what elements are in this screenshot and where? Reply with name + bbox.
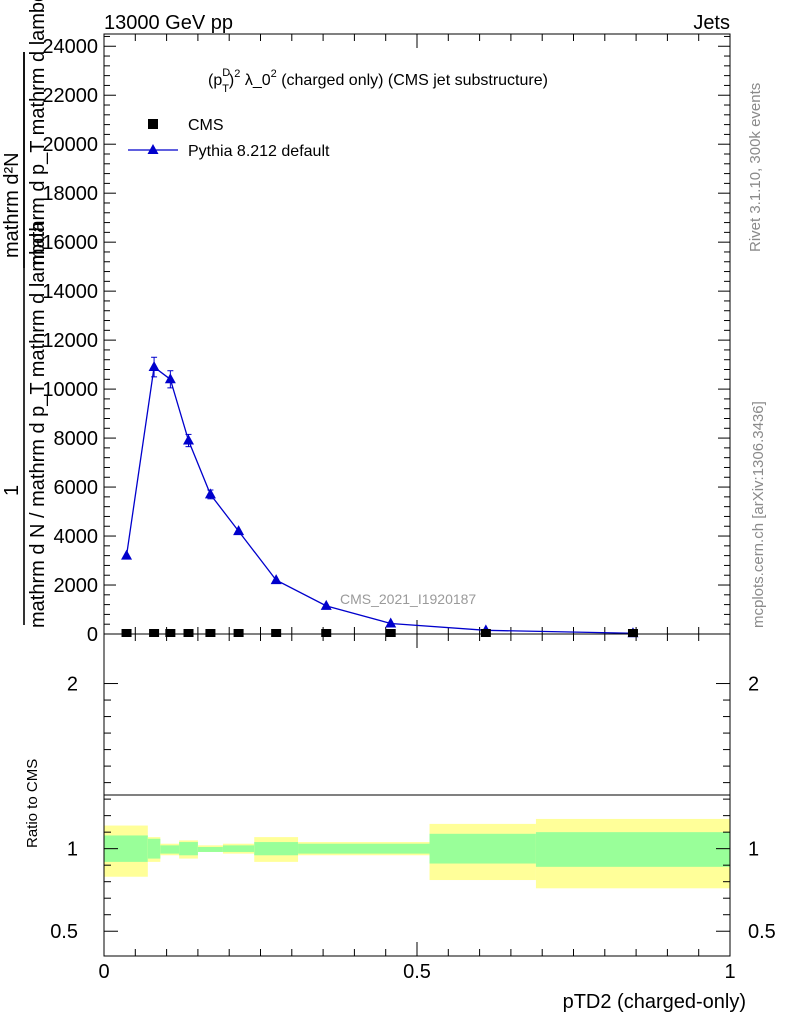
ratio-inner-band <box>535 832 730 867</box>
cms-point <box>480 629 491 637</box>
ratio-inner-band <box>298 843 430 854</box>
title-pre: (p <box>208 72 222 89</box>
ratio-panel: 0.5 0.51 12 2 0 0.5 1 Ratio to CMS pTD2 (char… <box>24 633 776 1013</box>
cms-point <box>627 629 638 637</box>
main-y-tick-label: 4000 <box>54 526 99 548</box>
pythia-point <box>233 525 245 536</box>
ratio-inner-band <box>254 842 299 856</box>
cms-point <box>183 629 194 637</box>
main-y-tick-label: 12000 <box>42 330 98 352</box>
ratio-inner-band <box>179 842 198 856</box>
main-y-tick-label: 2000 <box>54 575 99 597</box>
cms-point <box>149 629 160 637</box>
cms-point <box>233 629 244 637</box>
cms-series <box>121 629 638 637</box>
y-label-frac-denominator: mathrm d N / mathrm d p_T mathrm d lambd… <box>27 221 49 628</box>
legend-cms-marker <box>148 119 158 129</box>
cms-point <box>165 629 176 637</box>
ratio-y-tick-label-right: 2 <box>748 674 759 696</box>
main-y-tick-label: 8000 <box>54 428 99 450</box>
x-tick-label: 0.5 <box>403 961 431 983</box>
energy-label: 13000 GeV pp <box>104 12 233 34</box>
legend-pythia-marker <box>147 144 159 154</box>
ratio-y-label: Ratio to CMS <box>24 759 41 848</box>
main-y-tick-label: 24000 <box>42 36 98 58</box>
ratio-inner-band <box>429 833 536 864</box>
pythia-series <box>121 356 639 638</box>
main-y-tick-label: 14000 <box>42 281 98 303</box>
main-y-tick-label: 16000 <box>42 232 98 254</box>
ratio-y-tick-label-right: 1 <box>748 839 759 861</box>
title-post: (charged only) (CMS jet substructure) <box>277 72 548 89</box>
title-lambda: λ_0 <box>240 72 270 89</box>
x-axis-label: pTD2 (charged-only) <box>563 991 746 1013</box>
watermark: CMS_2021_I1920187 <box>340 591 476 607</box>
title-mid: ) <box>229 72 234 89</box>
ratio-x-axis: 0 0.5 1 <box>98 634 736 983</box>
main-y-tick-label: 20000 <box>42 134 98 156</box>
cms-point <box>121 629 132 637</box>
ratio-y-axis: 0.5 0.5 1 1 2 2 <box>50 674 776 944</box>
ratio-y-tick-label-right: 0.5 <box>748 921 776 943</box>
legend-cms-label: CMS <box>188 117 224 134</box>
ratio-inner-band <box>147 838 161 859</box>
title-sup3: 2 <box>271 68 277 80</box>
ratio-y-tick-label: 2 <box>67 674 78 696</box>
main-x-ticks <box>103 34 731 634</box>
process-label: Jets <box>693 12 730 34</box>
main-y-tick-label: 22000 <box>42 85 98 107</box>
cms-point <box>321 629 332 637</box>
ratio-y-tick-label: 0.5 <box>50 921 78 943</box>
ratio-bands <box>104 818 730 889</box>
y-label-right-numerator: mathrm d²N <box>1 152 23 258</box>
y-label-right-denominator: mathrm d p_T mathrm d lambda <box>27 0 49 265</box>
y-label-frac-numerator: 1 <box>1 485 23 496</box>
main-y-label: 1 mathrm d N / mathrm d p_T mathrm d lam… <box>1 0 49 628</box>
title-sup1: D <box>222 67 230 79</box>
pythia-point <box>121 549 133 560</box>
legend-pythia-label: Pythia 8.212 default <box>188 143 330 160</box>
main-y-axis: 0 2000 4000 6000 8000 10000 12000 14000 16000 180… <box>42 35 730 646</box>
main-y-tick-label: 10000 <box>42 379 98 401</box>
cms-point <box>205 629 216 637</box>
title-sup2: 2 <box>234 68 240 80</box>
title-sub1: T <box>222 83 229 95</box>
x-tick-label: 0 <box>98 961 109 983</box>
main-y-tick-label: 18000 <box>42 183 98 205</box>
x-tick-label: 1 <box>724 961 735 983</box>
cms-point <box>271 629 282 637</box>
ratio-inner-band <box>222 845 255 852</box>
rivet-label: Rivet 3.1.10, 300k events <box>747 83 764 252</box>
pythia-point <box>385 617 397 628</box>
pythia-point <box>148 361 160 372</box>
main-y-tick-label: 0 <box>87 624 98 646</box>
pythia-point <box>164 373 176 384</box>
main-y-tick-label: 6000 <box>54 477 99 499</box>
pythia-point <box>270 574 282 585</box>
pythia-point <box>204 488 216 499</box>
pythia-point <box>320 599 332 610</box>
plot-title: (pD T)2 λ_02 (charged only) (CMS jet subs… <box>208 67 548 95</box>
mcplots-label: mcplots.cern.ch [arXiv:1306.3436] <box>750 401 767 628</box>
ratio-y-tick-label: 1 <box>67 839 78 861</box>
pythia-point <box>183 434 195 445</box>
ratio-inner-band <box>160 845 180 854</box>
ratio-inner-band <box>197 847 223 852</box>
legend: CMS Pythia 8.212 default <box>128 117 330 160</box>
cms-point <box>385 629 396 637</box>
main-panel: 0 2000 4000 6000 8000 10000 12000 14000 16000 180… <box>42 33 731 646</box>
